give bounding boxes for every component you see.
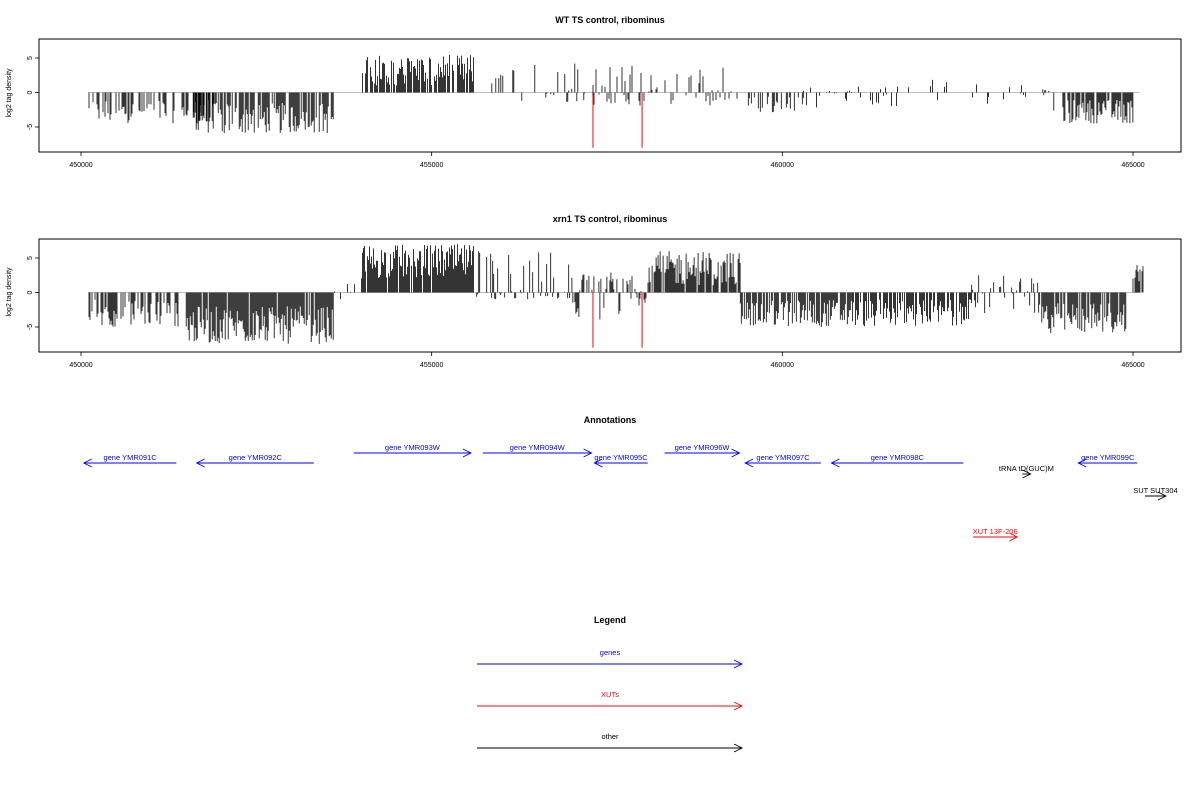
y-axis-wt: -5 0 5 bbox=[27, 56, 39, 130]
x-tick-label: 460000 bbox=[771, 162, 794, 169]
feature-label: tRNA tD(GUC)M bbox=[999, 464, 1054, 473]
annotations-title: Annotations bbox=[584, 415, 637, 425]
feature-label: gene YMR093W bbox=[385, 443, 441, 452]
y-tick-label: -5 bbox=[27, 324, 34, 330]
legend-label: XUTs bbox=[601, 690, 619, 699]
y-tick-label: 5 bbox=[27, 56, 34, 60]
feature-arrow-head bbox=[462, 448, 472, 458]
feature-gene-ymr097c: gene YMR097C bbox=[744, 453, 821, 468]
bars-xrn1 bbox=[88, 244, 1144, 344]
feature-arrow-head bbox=[195, 458, 205, 468]
y-tick-label: -5 bbox=[27, 124, 34, 130]
feature-arrow-head bbox=[744, 458, 754, 468]
legend-arrow-head bbox=[733, 743, 744, 753]
chart-title-xrn1: xrn1 TS control, ribominus bbox=[553, 214, 668, 224]
feature-arrow-head bbox=[583, 448, 593, 458]
x-axis-wt: 450000 455000 460000 465000 bbox=[69, 152, 1145, 169]
legend: Legend genes XUTs other bbox=[477, 615, 744, 753]
feature-gene-ymr091c: gene YMR091C bbox=[82, 453, 177, 468]
feature-arrow-head bbox=[830, 458, 840, 468]
feature-label: gene YMR097C bbox=[756, 453, 810, 462]
plot-frame-wt bbox=[38, 38, 1182, 153]
chart-title-wt: WT TS control, ribominus bbox=[555, 15, 665, 25]
x-tick-label: 455000 bbox=[420, 162, 443, 169]
feature-gene-ymr095c: gene YMR095C bbox=[593, 453, 648, 468]
feature-arrow-head bbox=[1157, 491, 1167, 501]
feature-xut-13f-206: XUT 13F-206 bbox=[973, 527, 1019, 542]
feature-sut-sut304: SUT SUT304 bbox=[1133, 486, 1178, 501]
feature-arrow-head bbox=[1077, 458, 1087, 468]
annotation-features: gene YMR091C gene YMR092C gene YMR093W gene… bbox=[82, 443, 1178, 542]
bars-wt bbox=[88, 54, 1134, 134]
feature-label: gene YMR096W bbox=[675, 443, 731, 452]
panel-xrn1: xrn1 TS control, ribominus log2 tag dens… bbox=[6, 214, 1182, 369]
x-tick-label: 460000 bbox=[771, 362, 794, 369]
feature-label: gene YMR094W bbox=[510, 443, 566, 452]
annotations-panel: Annotations gene YMR091C gene YMR092Cgene… bbox=[82, 415, 1178, 542]
x-tick-label: 465000 bbox=[1121, 162, 1144, 169]
legend-arrow-head bbox=[733, 701, 744, 711]
feature-arrow-head bbox=[1009, 532, 1019, 542]
legend-arrow-head bbox=[733, 659, 744, 669]
feature-label: gene YMR095C bbox=[594, 453, 648, 462]
feature-arrow-head bbox=[1022, 469, 1032, 479]
legend-item-genes: genes bbox=[477, 648, 744, 669]
y-tick-label: 0 bbox=[27, 90, 34, 94]
feature-gene-ymr099c: gene YMR099C bbox=[1077, 453, 1138, 468]
x-tick-label: 455000 bbox=[420, 362, 443, 369]
highlight-bars-xrn1 bbox=[592, 292, 643, 348]
legend-items: genes XUTs other bbox=[477, 648, 744, 753]
feature-label: XUT 13F-206 bbox=[973, 527, 1018, 536]
feature-arrow-head bbox=[593, 458, 603, 468]
panel-wt: WT TS control, ribominus log2 tag densit… bbox=[6, 15, 1182, 169]
x-tick-label: 465000 bbox=[1121, 362, 1144, 369]
feature-arrow-head bbox=[82, 458, 93, 468]
feature-arrow-head bbox=[731, 448, 741, 458]
y-tick-label: 5 bbox=[27, 256, 34, 260]
legend-item-xuts: XUTs bbox=[477, 690, 744, 711]
legend-title: Legend bbox=[594, 615, 626, 625]
feature-trna-td-guc-m: tRNA tD(GUC)M bbox=[999, 464, 1054, 479]
x-tick-label: 450000 bbox=[69, 162, 92, 169]
y-axis-label-wt: log2 tag density bbox=[6, 68, 13, 118]
feature-label: gene YMR099C bbox=[1081, 453, 1135, 462]
legend-label: other bbox=[601, 732, 619, 741]
legend-item-other: other bbox=[477, 732, 744, 753]
feature-gene-ymr092c: gene YMR092C bbox=[195, 453, 314, 468]
feature-label: gene YMR098C bbox=[871, 453, 925, 462]
feature-gene-ymr093w: gene YMR093W bbox=[353, 443, 472, 458]
highlight-bars-wt bbox=[592, 92, 643, 148]
feature-gene-ymr094w: gene YMR094W bbox=[482, 443, 593, 458]
plot-frame-xrn1 bbox=[38, 238, 1182, 353]
x-tick-label: 450000 bbox=[69, 362, 92, 369]
feature-label: SUT SUT304 bbox=[1133, 486, 1177, 495]
feature-gene-ymr096w: gene YMR096W bbox=[664, 443, 741, 458]
y-axis-label-xrn1: log2 tag density bbox=[6, 267, 13, 317]
feature-label: gene YMR092C bbox=[229, 453, 283, 462]
y-axis-xrn1: -5 0 5 bbox=[27, 256, 39, 330]
legend-label: genes bbox=[600, 648, 621, 657]
x-axis-xrn1: 450000 455000 460000 465000 bbox=[69, 352, 1145, 369]
feature-label: gene YMR091C bbox=[103, 453, 157, 462]
y-tick-label: 0 bbox=[27, 290, 34, 294]
feature-gene-ymr098c: gene YMR098C bbox=[830, 453, 964, 468]
